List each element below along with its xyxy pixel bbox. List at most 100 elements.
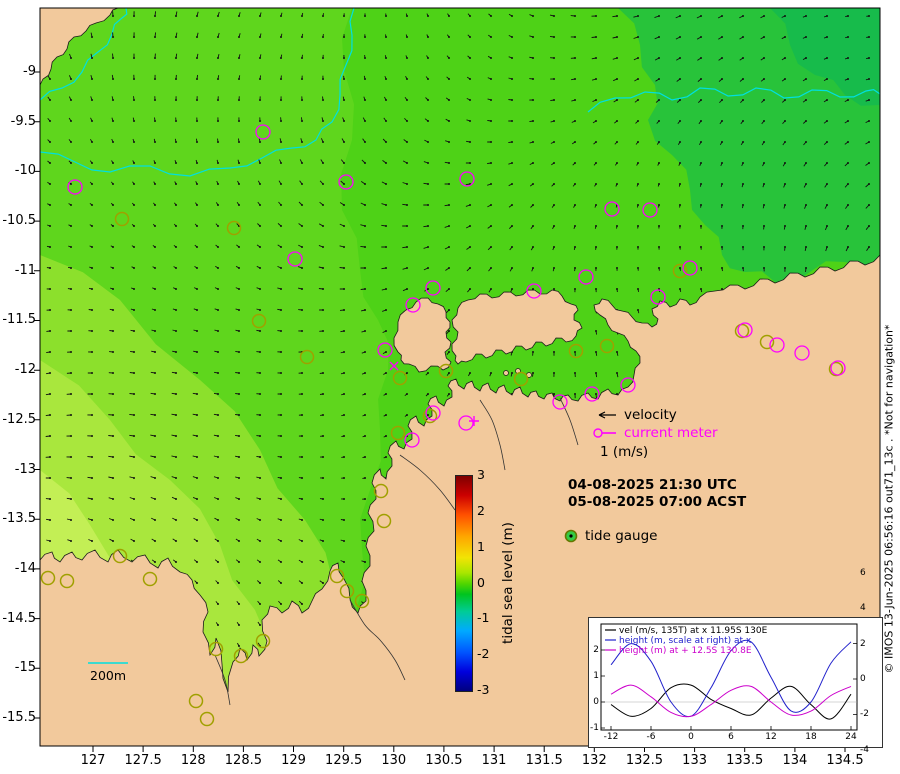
current-meter-marker [67,179,83,195]
current-meter-marker [552,394,568,410]
tide-gauge-marker [114,211,130,227]
river [399,454,456,511]
inset-tick-label: 18 [805,732,817,742]
current-meter-marker [459,171,475,187]
x-tick-label: 129.5 [325,753,363,768]
colorbar-tick-label: -3 [477,682,490,697]
y-tick-label: -14.5 [2,610,36,626]
inset-tick-label: 0 [860,674,866,684]
current-meter-marker [642,202,658,218]
tide-gauge-marker [59,573,75,589]
colorbar-tick-label: -1 [477,610,490,626]
river [559,397,579,446]
inset-tick-label: -6 [646,732,656,742]
tide-gauge-marker [142,571,158,587]
colorbar-tick-label: 0 [477,574,485,590]
inset-legend-vel: vel (m/s, 135T) at x 11.95S 130E [619,626,768,636]
colorbar-title: tidal sea level (m) [500,522,516,644]
colorbar-tick-label: 1 [477,538,485,554]
tide-gauge-marker [672,263,688,279]
tide-gauge-marker [112,548,128,564]
station-markers [40,124,846,727]
current-meter-marker [737,322,753,338]
sea-region-ne2 [770,8,880,106]
inset-tick-label: -12 [603,732,619,742]
current-meter-marker [526,283,542,299]
inset-series-left [610,683,852,720]
colorbar-gradient [455,475,473,692]
tide-gauge-marker [255,633,271,649]
river [214,654,231,706]
x-tick-label: 128 [180,753,206,768]
x-tick-label: 127.5 [124,753,162,768]
current-meter-marker [794,345,810,361]
inset-legend-height-left: height (m) at + 12.5S 130.8E [619,646,752,656]
y-tick-label: -11 [14,262,36,278]
y-tick-label: -14 [14,560,36,576]
current-meter-marker [650,289,666,305]
timeseries-inset: vel (m/s, 135T) at x 11.95S 130E height … [588,568,883,755]
current-meter-marker [604,201,620,217]
current-meter-marker [377,342,393,358]
map-frame [39,7,881,747]
depth-contour-200m [39,7,128,101]
x-tick-label: 130.5 [425,753,463,768]
y-tick-label: -13 [14,461,36,477]
inset-tick-label: 0 [593,697,599,707]
tide-gauge-marker [233,648,249,664]
inset-tick-label: 6 [860,567,866,578]
tide-gauge-marker [329,568,345,584]
y-tick-label: -12.5 [2,411,36,427]
x-tick-label: 133 [682,753,707,768]
y-tick-label: -15 [14,660,36,676]
tide-gauge-marker [828,361,844,377]
inset-tick-label: -2 [860,709,869,720]
tide-gauge-marker [734,323,750,339]
y-tick-label: -13.5 [2,511,36,527]
y-tick-label: -12 [14,362,36,378]
inset-tick-label: 0 [688,732,694,742]
tide-gauge-marker [251,313,267,329]
inset-tick-label: 24 [845,732,857,742]
tide-gauge-icon [564,529,578,543]
velocity-scale-label: 1 (m/s) [600,444,649,460]
x-tick-label: 130 [381,753,407,768]
depth-contour-200m [39,7,355,177]
legend-current-meter: current meter [592,425,718,441]
colorbar-tick-label: 3 [477,467,485,482]
tide-gauge-marker [422,408,438,424]
x-tick-label: 132.5 [625,753,664,768]
x-tick-label: 134.5 [826,753,864,768]
y-tick-label: -11.5 [2,312,36,328]
colorbar-tick-label: -2 [477,646,490,662]
velocity-arrow-icon [598,411,616,419]
plus-station-marker [469,416,479,426]
velocity-label: velocity [624,407,677,423]
datetime-utc-text: 04-08-2025 21:30 UTC [568,477,737,493]
x-tick-label: 127 [80,753,106,768]
inset-chart [600,572,858,751]
current-meter-marker [769,337,785,353]
tide-gauge-marker [438,363,454,379]
inset-tick-label: -1 [590,723,599,733]
inset-tick-label: -4 [860,744,869,755]
tide-gauge-marker [376,513,392,529]
current-meter-marker [620,377,636,393]
y-tick-label: -9.5 [10,113,36,129]
current-meter-marker [425,405,441,421]
colorbar-tick-label: 2 [477,502,485,518]
inset-series-left [610,684,852,718]
current-meter-marker [255,124,271,140]
datetime-local: 05-08-2025 07:00 ACST [568,494,746,510]
current-meter-marker [338,174,354,190]
datetime-local-text: 05-08-2025 07:00 ACST [568,494,747,510]
river [479,399,506,471]
inset-tick-label: 2 [860,638,866,649]
current-meter-icon [593,428,616,438]
inset-plot-frame [600,623,858,731]
tide-gauge-marker [354,593,370,609]
inset-tick-label: 1 [593,671,599,681]
inset-tick-label: 4 [860,603,866,614]
tide-gauge-marker [599,338,615,354]
